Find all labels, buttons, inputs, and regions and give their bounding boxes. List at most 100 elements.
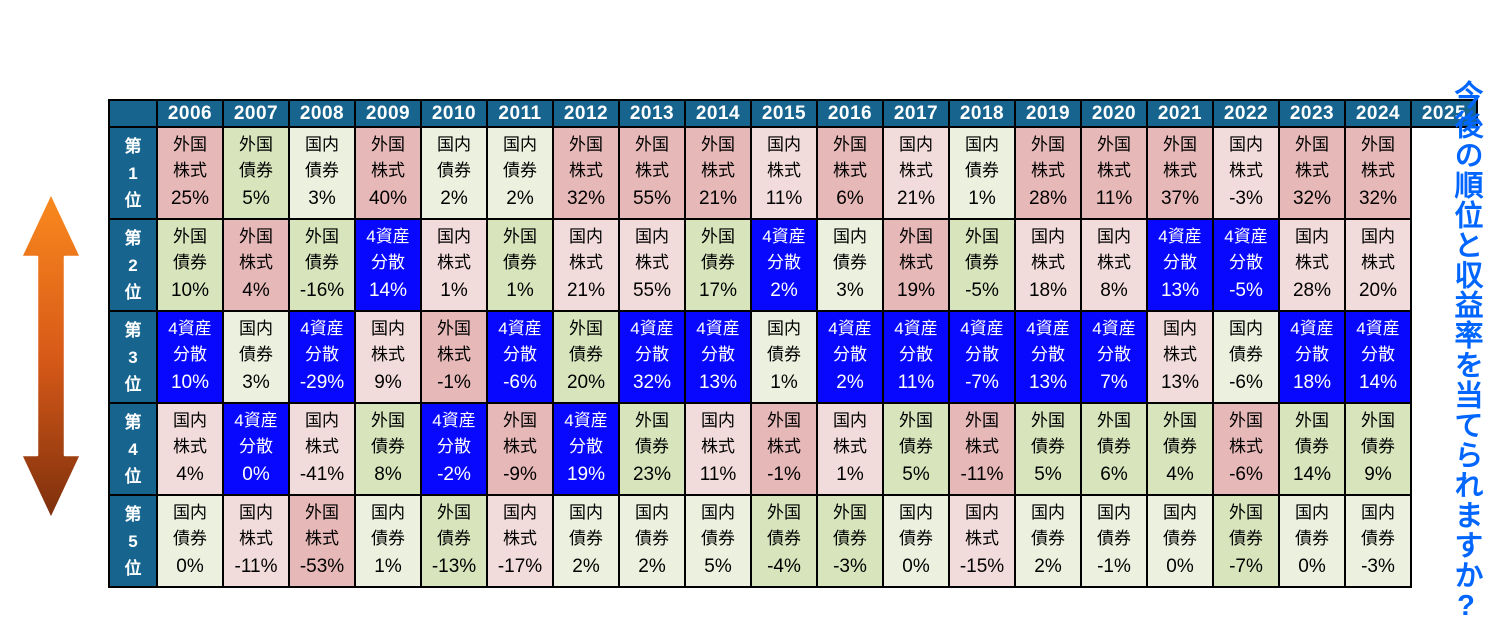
cell-2008-rank1: 国内 債券 3% <box>288 126 356 220</box>
year-header-2016: 2016 <box>816 99 884 128</box>
cell-2011-rank5: 国内 株式 -17% <box>486 494 554 588</box>
cell-2018-rank5: 国内 株式 -15% <box>948 494 1016 588</box>
year-header-2019: 2019 <box>1014 99 1082 128</box>
year-header-2024: 2024 <box>1344 99 1412 128</box>
cell-2014-rank4: 国内 株式 11% <box>684 402 752 496</box>
year-header-2020: 2020 <box>1080 99 1148 128</box>
cell-2016-rank5: 外国 債券 -3% <box>816 494 884 588</box>
cell-2021-rank4: 外国 債券 4% <box>1146 402 1214 496</box>
cell-2020-rank4: 外国 債券 6% <box>1080 402 1148 496</box>
cell-2013-rank2: 国内 株式 55% <box>618 218 686 312</box>
cell-2019-rank4: 外国 債券 5% <box>1014 402 1082 496</box>
cell-2021-rank5: 国内 債券 0% <box>1146 494 1214 588</box>
cell-2018-rank3: 4資産 分散 -7% <box>948 310 1016 404</box>
cell-2018-rank1: 国内 債券 1% <box>948 126 1016 220</box>
cell-2011-rank1: 国内 債券 2% <box>486 126 554 220</box>
cell-2008-rank5: 外国 株式 -53% <box>288 494 356 588</box>
cell-2007-rank3: 国内 債券 3% <box>222 310 290 404</box>
cell-2019-rank5: 国内 債券 2% <box>1014 494 1082 588</box>
cell-2012-rank5: 国内 債券 2% <box>552 494 620 588</box>
cell-2013-rank3: 4資産 分散 32% <box>618 310 686 404</box>
cell-2009-rank4: 外国 債券 8% <box>354 402 422 496</box>
cell-2024-rank5: 国内 債券 -3% <box>1344 494 1412 588</box>
year-header-2023: 2023 <box>1278 99 1346 128</box>
cell-2017-rank4: 外国 債券 5% <box>882 402 950 496</box>
cell-2014-rank1: 外国 株式 21% <box>684 126 752 220</box>
year-header-2008: 2008 <box>288 99 356 128</box>
cell-2007-rank5: 国内 株式 -11% <box>222 494 290 588</box>
cell-2012-rank3: 外国 債券 20% <box>552 310 620 404</box>
year-header-2010: 2010 <box>420 99 488 128</box>
cell-2016-rank2: 国内 債券 3% <box>816 218 884 312</box>
cell-2016-rank1: 外国 株式 6% <box>816 126 884 220</box>
cell-2012-rank1: 外国 株式 32% <box>552 126 620 220</box>
cell-2023-rank2: 国内 株式 28% <box>1278 218 1346 312</box>
cell-2015-rank5: 外国 債券 -4% <box>750 494 818 588</box>
year-header-2012: 2012 <box>552 99 620 128</box>
cell-2010-rank5: 外国 債券 -13% <box>420 494 488 588</box>
year-header-2015: 2015 <box>750 99 818 128</box>
cell-2024-rank1: 外国 株式 32% <box>1344 126 1412 220</box>
cell-2011-rank2: 外国 債券 1% <box>486 218 554 312</box>
cell-2006-rank1: 外国 株式 25% <box>156 126 224 220</box>
cell-2016-rank3: 4資産 分散 2% <box>816 310 884 404</box>
cell-2015-rank3: 国内 債券 1% <box>750 310 818 404</box>
cell-2019-rank2: 国内 株式 18% <box>1014 218 1082 312</box>
cell-2020-rank3: 4資産 分散 7% <box>1080 310 1148 404</box>
cell-2024-rank4: 外国 債券 9% <box>1344 402 1412 496</box>
asset-ranking-table: 2006 2007 2008 2009 2010 2011 2012 2013 2014 2015… <box>108 99 1478 588</box>
year-header-2017: 2017 <box>882 99 950 128</box>
cell-2017-rank5: 国内 債券 0% <box>882 494 950 588</box>
cell-2014-rank3: 4資産 分散 13% <box>684 310 752 404</box>
cell-2019-rank3: 4資産 分散 13% <box>1014 310 1082 404</box>
cell-2011-rank4: 外国 株式 -9% <box>486 402 554 496</box>
cell-2023-rank5: 国内 債券 0% <box>1278 494 1346 588</box>
cell-2007-rank2: 外国 株式 4% <box>222 218 290 312</box>
year-header-2014: 2014 <box>684 99 752 128</box>
year-header-2013: 2013 <box>618 99 686 128</box>
cell-2007-rank4: 4資産 分散 0% <box>222 402 290 496</box>
cell-2012-rank2: 国内 株式 21% <box>552 218 620 312</box>
cell-2021-rank1: 外国 株式 37% <box>1146 126 1214 220</box>
cell-2009-rank2: 4資産 分散 14% <box>354 218 422 312</box>
cell-2020-rank5: 国内 債券 -1% <box>1080 494 1148 588</box>
cell-2013-rank1: 外国 株式 55% <box>618 126 686 220</box>
cell-2008-rank2: 外国 債券 -16% <box>288 218 356 312</box>
cell-2008-rank4: 国内 株式 -41% <box>288 402 356 496</box>
cell-2024-rank2: 国内 株式 20% <box>1344 218 1412 312</box>
year-header-2006: 2006 <box>156 99 224 128</box>
cell-2020-rank2: 国内 株式 8% <box>1080 218 1148 312</box>
cell-2015-rank2: 4資産 分散 2% <box>750 218 818 312</box>
vertical-caption: 今後の順位と収益率を当てられますか? <box>1450 80 1482 623</box>
cell-2014-rank5: 国内 債券 5% <box>684 494 752 588</box>
cell-2006-rank4: 国内 株式 4% <box>156 402 224 496</box>
cell-2021-rank2: 4資産 分散 13% <box>1146 218 1214 312</box>
cell-2023-rank3: 4資産 分散 18% <box>1278 310 1346 404</box>
cell-2022-rank5: 外国 債券 -7% <box>1212 494 1280 588</box>
year-header-2009: 2009 <box>354 99 422 128</box>
cell-2010-rank2: 国内 株式 1% <box>420 218 488 312</box>
cell-2023-rank1: 外国 株式 32% <box>1278 126 1346 220</box>
cell-2008-rank3: 4資産 分散 -29% <box>288 310 356 404</box>
year-header-2011: 2011 <box>486 99 554 128</box>
cell-2006-rank3: 4資産 分散 10% <box>156 310 224 404</box>
cell-2022-rank1: 国内 株式 -3% <box>1212 126 1280 220</box>
cell-2022-rank2: 4資産 分散 -5% <box>1212 218 1280 312</box>
cell-2009-rank5: 国内 債券 1% <box>354 494 422 588</box>
cell-2024-rank3: 4資産 分散 14% <box>1344 310 1412 404</box>
cell-2009-rank3: 国内 株式 9% <box>354 310 422 404</box>
cell-2010-rank1: 国内 債券 2% <box>420 126 488 220</box>
year-header-2022: 2022 <box>1212 99 1280 128</box>
cell-2015-rank4: 外国 株式 -1% <box>750 402 818 496</box>
cell-2006-rank5: 国内 債券 0% <box>156 494 224 588</box>
cell-2010-rank4: 4資産 分散 -2% <box>420 402 488 496</box>
cell-2017-rank2: 外国 株式 19% <box>882 218 950 312</box>
cell-2018-rank2: 外国 債券 -5% <box>948 218 1016 312</box>
cell-2015-rank1: 国内 株式 11% <box>750 126 818 220</box>
cell-2012-rank4: 4資産 分散 19% <box>552 402 620 496</box>
